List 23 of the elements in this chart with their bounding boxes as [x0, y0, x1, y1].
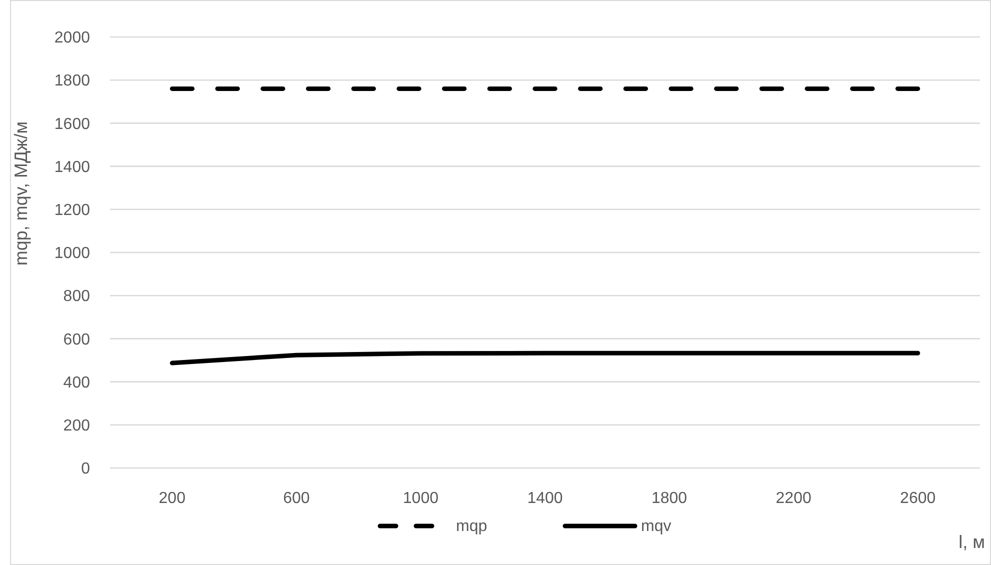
x-tick-label: 2200	[776, 490, 812, 507]
y-tick-label: 1000	[54, 245, 90, 262]
y-axis-title: mqp, mqv, МДж/м	[11, 121, 31, 266]
y-tick-label: 200	[63, 418, 90, 434]
y-tick-label: 0	[81, 460, 90, 478]
y-tick-label: 1200	[54, 202, 90, 219]
legend-label: mqv	[641, 518, 672, 535]
y-tick-label: 2000	[54, 30, 90, 47]
y-tick-label: 600	[63, 331, 90, 348]
x-tick-label: 1800	[651, 490, 688, 507]
y-tick-label: 1800	[54, 72, 90, 90]
x-tick-label: 200	[158, 490, 186, 507]
y-tick-label: 1600	[54, 116, 90, 133]
x-tick-label: 1400	[527, 490, 563, 507]
x-tick-label: 600	[283, 490, 310, 507]
x-tick-label: 2600	[900, 490, 936, 507]
y-tick-label: 800	[63, 288, 90, 306]
y-tick-label: 400	[63, 374, 90, 392]
x-axis-title: l, м	[958, 532, 985, 552]
y-tick-label: 1400	[54, 158, 90, 176]
legend-label: mqp	[456, 518, 488, 535]
x-tick-label: 1000	[402, 490, 439, 507]
line-series	[170, 350, 920, 366]
